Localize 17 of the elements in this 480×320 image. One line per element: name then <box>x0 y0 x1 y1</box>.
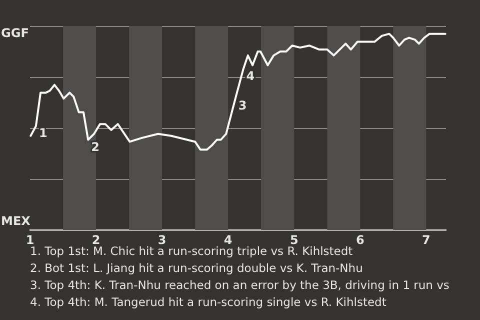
x-tick-label: 2 <box>92 233 100 247</box>
annotation: 1 <box>38 126 48 140</box>
text: 2. Bot 1st: L. Jiang hit a run-scoring double vs K. Tran-Nhu <box>30 261 363 275</box>
x-tick-label: 4 <box>224 233 232 247</box>
text: 3. Top 4th: K. Tran-Nhu reached on an error by the 3B, driving in 1 run vs <box>30 278 450 292</box>
x-tick-label: 3 <box>158 233 166 247</box>
x-tick-label: 5 <box>290 233 298 247</box>
x-tick-label: 6 <box>356 233 364 247</box>
text: 4. Top 4th: M. Tangerud hit a run-scoring single vs R. Kihlstedt <box>30 295 387 309</box>
annotation: 3 <box>238 98 247 113</box>
annotation: 2 <box>91 140 100 154</box>
text: GGF <box>1 26 29 40</box>
annotation: 4 <box>246 69 255 84</box>
text: 1. Top 1st: M. Chic hit a run-scoring triple vs R. Kihlstedt <box>30 244 354 258</box>
x-tick-label: 1 <box>26 233 34 247</box>
x-tick-label: 7 <box>422 233 430 247</box>
annotation: MEX <box>1 214 32 228</box>
